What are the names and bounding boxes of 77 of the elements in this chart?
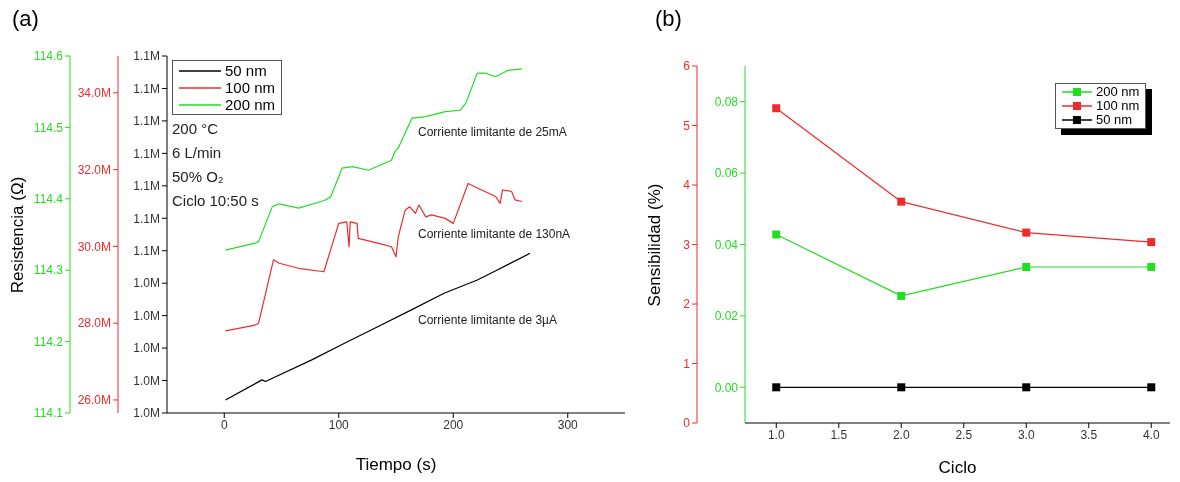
x-tick-label: 4.0 [1142, 427, 1160, 442]
y3-tick-label: 1.1M [133, 179, 160, 194]
x-tick-label: 2.0 [892, 427, 910, 442]
point [1022, 262, 1031, 271]
annotation: 6 L/min [172, 144, 222, 161]
point [772, 230, 781, 239]
y-tick-label: 114.2 [33, 334, 64, 349]
legend-label: 100 nm [225, 79, 276, 96]
annotation: Corriente limitante de 25mA [418, 125, 567, 139]
x-tick-label: 0 [220, 417, 228, 432]
y2-tick-label: 28.0M [77, 316, 111, 331]
y-axis-title: Sensibilidad (%) [645, 183, 664, 307]
point [1022, 228, 1031, 237]
y2-tick-label: 32.0M [77, 162, 111, 177]
legend-label: 50 nm [225, 62, 267, 79]
annotation: Ciclo 10:50 s [172, 192, 259, 209]
line-series [224, 252, 531, 401]
legend-label: 50 nm [1096, 112, 1133, 127]
annotation: 50% O₂ [172, 168, 224, 185]
y2-tick-label: 0.08 [714, 94, 739, 109]
annotation: Corriente limitante de 130nA [418, 227, 571, 241]
x-axis-title: Ciclo [938, 458, 977, 477]
y3-tick-label: 1.0M [133, 341, 160, 356]
y3-tick-label: 1.1M [133, 114, 160, 129]
y-axis-title: Resistencia (Ω) [8, 176, 27, 294]
legend-label: 100 nm [1096, 98, 1140, 113]
y-tick-label: 1 [683, 356, 691, 371]
x-tick-label: 3.0 [1017, 427, 1035, 442]
x-tick-label: 200 [443, 417, 464, 432]
y-tick-label: 4 [683, 178, 691, 193]
point [897, 383, 906, 392]
point [772, 104, 781, 113]
y-tick-label: 114.5 [33, 120, 64, 135]
chart-title: (a) [12, 6, 39, 31]
y-tick-label: 5 [683, 118, 691, 133]
y-tick-label: 114.4 [33, 192, 64, 207]
y3-tick-label: 1.0M [133, 276, 160, 291]
y-tick-label: 3 [683, 237, 691, 252]
y-tick-label: 6 [683, 59, 691, 74]
y3-tick-label: 1.1M [133, 146, 160, 161]
y3-tick-label: 1.1M [133, 49, 160, 64]
legend-label: 200 nm [225, 96, 276, 113]
chart-title: (b) [655, 6, 682, 31]
y-tick-label: 2 [683, 297, 691, 312]
y3-tick-label: 1.1M [133, 243, 160, 258]
y3-tick-label: 1.1M [133, 81, 160, 96]
x-tick-label: 300 [557, 417, 579, 432]
x-tick-label: 100 [328, 417, 350, 432]
y2-tick-label: 0.06 [714, 166, 739, 181]
y-tick-label: 114.1 [33, 406, 64, 421]
y2-tick-label: 0.04 [714, 237, 739, 252]
y3-tick-label: 1.0M [133, 308, 160, 323]
point [897, 197, 906, 206]
y-tick-label: 114.6 [33, 49, 64, 64]
x-axis-title: Tiempo (s) [355, 455, 437, 474]
point [772, 383, 781, 392]
x-tick-label: 1.5 [830, 427, 848, 442]
y2-tick-label: 34.0M [77, 86, 111, 101]
x-tick-label: 1.0 [767, 427, 785, 442]
y2-tick-label: 26.0M [77, 393, 111, 408]
y2-tick-label: 30.0M [77, 239, 111, 254]
point [1022, 383, 1031, 392]
point [1147, 383, 1156, 392]
annotation: 200 °C [172, 120, 219, 137]
y3-tick-label: 1.0M [133, 406, 160, 421]
annotation: Corriente limitante de 3µA [418, 313, 557, 327]
point [1147, 262, 1156, 271]
legend-label: 200 nm [1096, 84, 1140, 99]
x-tick-label: 3.5 [1080, 427, 1098, 442]
y-tick-label: 114.3 [33, 263, 64, 278]
y3-tick-label: 1.0M [133, 373, 160, 388]
y2-tick-label: 0.02 [714, 309, 739, 324]
y3-tick-label: 1.1M [133, 211, 160, 226]
point [897, 291, 906, 300]
y2-tick-label: 0.00 [714, 380, 739, 395]
x-tick-label: 2.5 [955, 427, 973, 442]
point [1147, 238, 1156, 247]
